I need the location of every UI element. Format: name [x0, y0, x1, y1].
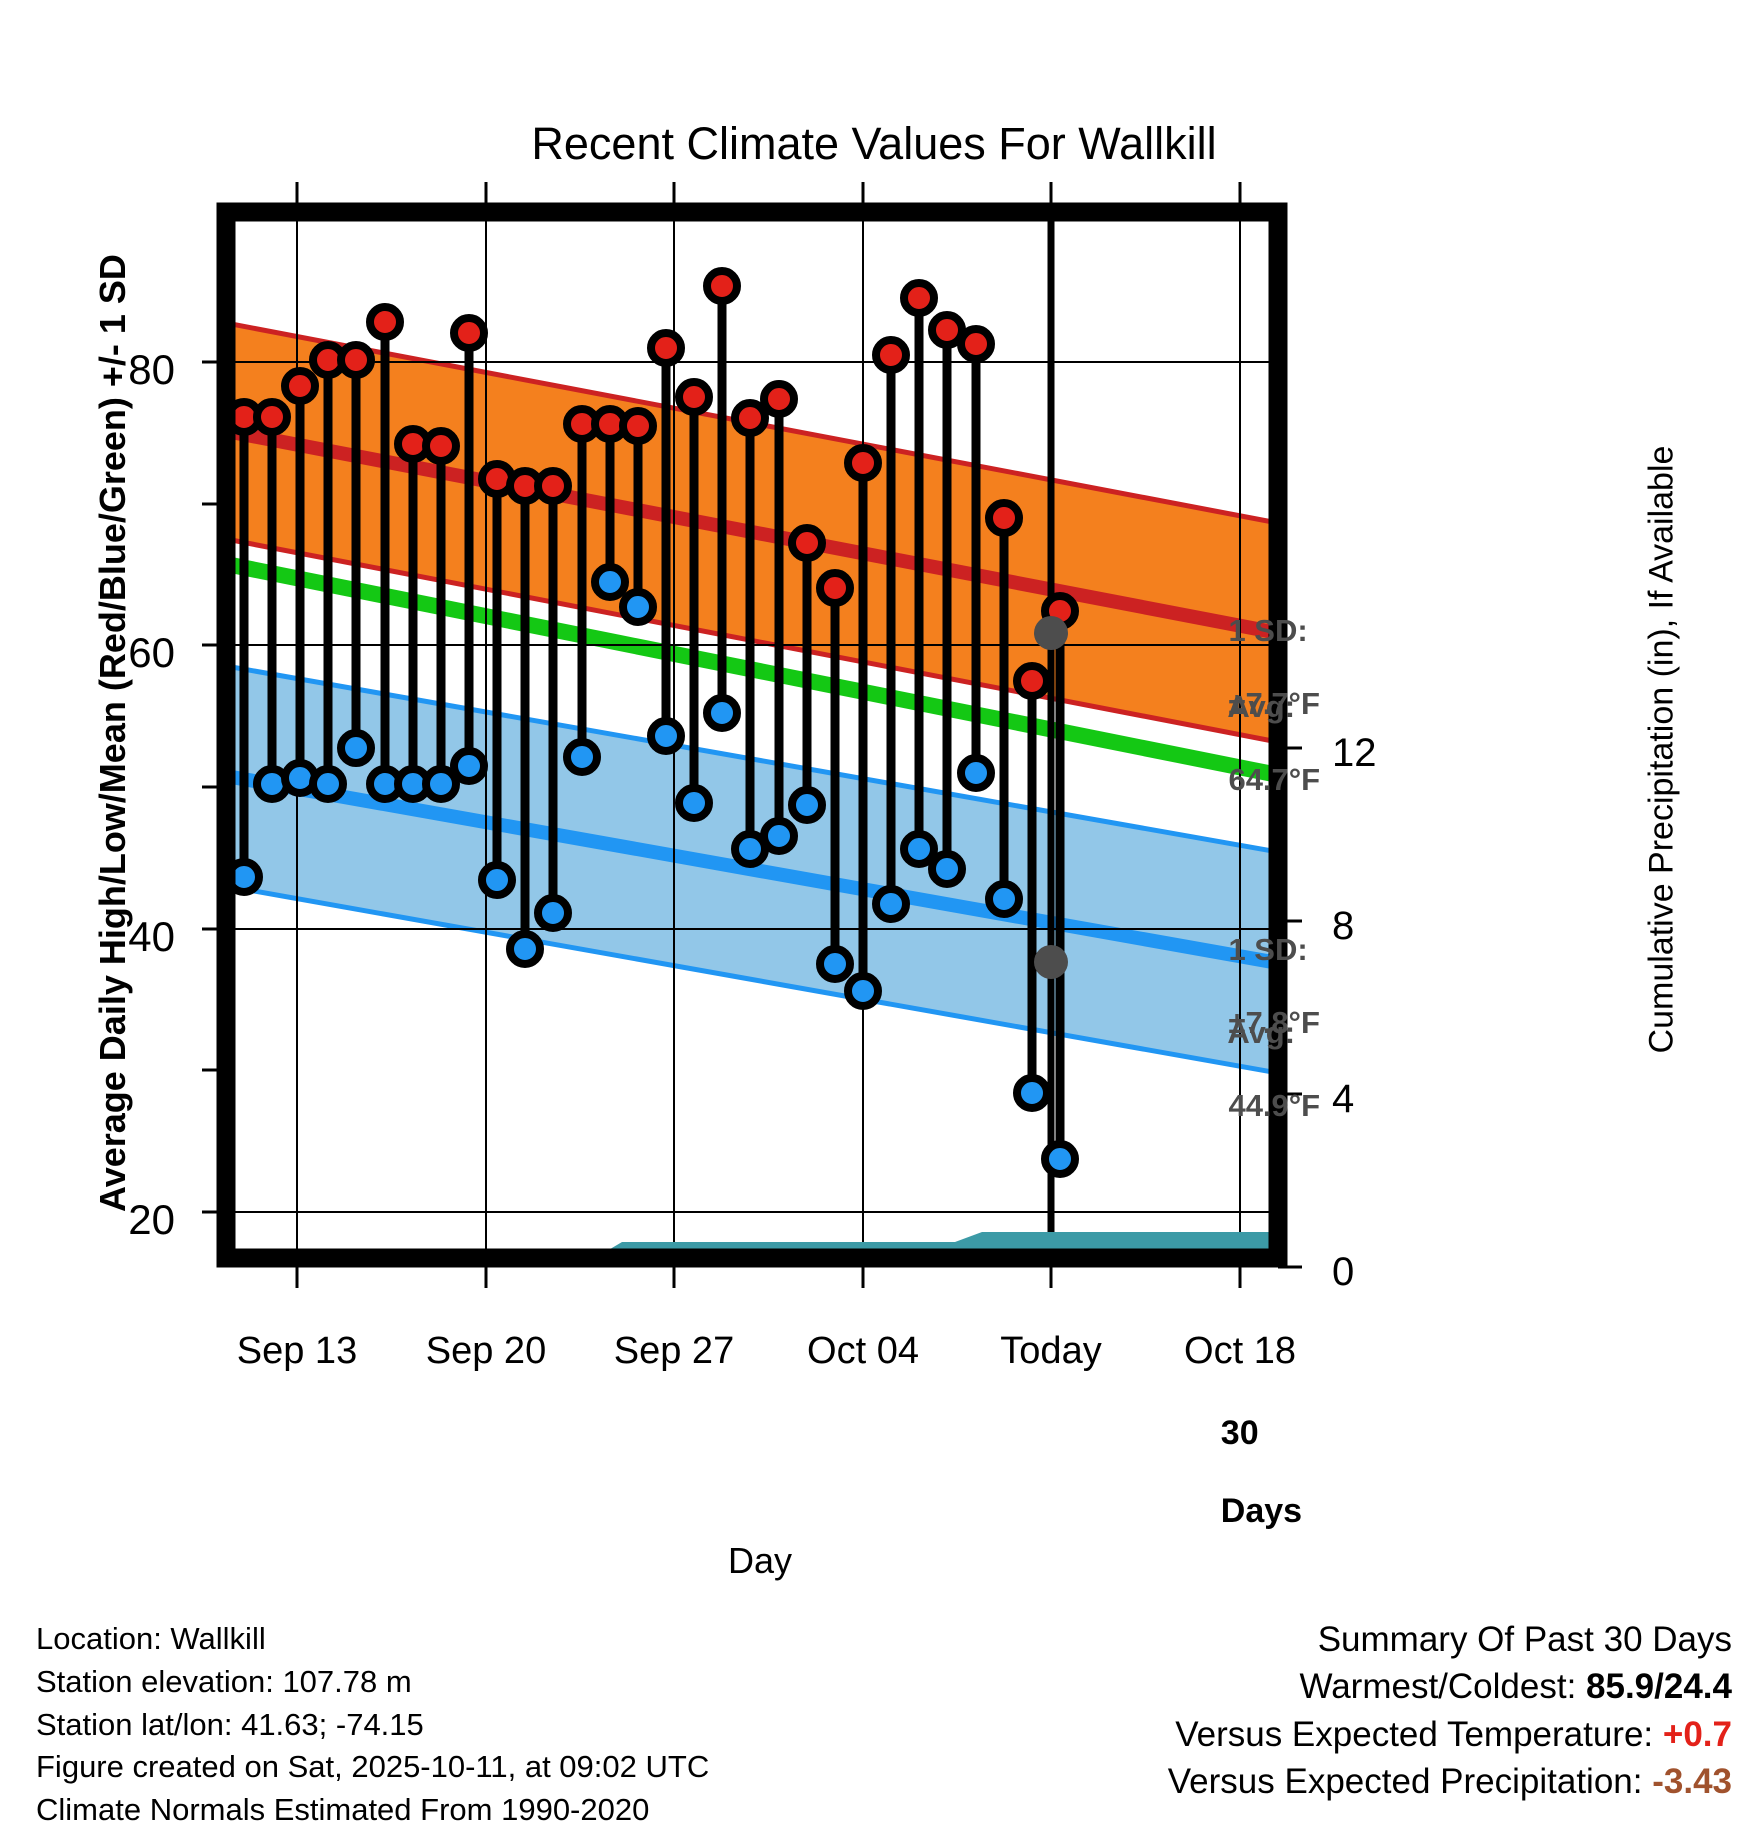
daily-high-markers: [226, 267, 1079, 700]
high-sd-value: ±7.7°F: [1228, 685, 1320, 721]
low-sd-value: ±7.8°F: [1228, 1004, 1320, 1040]
low-sd-label: 1 SD:: [1228, 931, 1308, 967]
summary-warmest-coldest-row: Warmest/Coldest: 85.9/24.4: [1168, 1663, 1732, 1710]
today-high-avg-dot: [1034, 616, 1068, 650]
summary-vs-precip-row: Versus Expected Precipitation: -3.43: [1168, 1758, 1732, 1805]
low-avg-annotation: Avg: 44.9°F: [1194, 978, 1320, 1161]
y2-tick-label-8: 8: [1332, 904, 1355, 948]
x-tick-label-oct-04: Oct 04: [807, 1330, 919, 1372]
daily-low-markers: [226, 563, 1079, 1178]
y-tick-label-20: 20: [128, 1196, 175, 1243]
low-mean-line: [226, 769, 1278, 970]
summary-heading: Summary Of Past 30 Days: [1317, 1620, 1732, 1659]
summary-vs-temp-row: Versus Expected Temperature: +0.7: [1168, 1711, 1732, 1758]
summary-vs-precip-value: -3.43: [1652, 1761, 1732, 1801]
high-avg-label: Avg:: [1227, 688, 1296, 724]
x-tick-label-today: Today: [1000, 1330, 1102, 1372]
x-tick-label-oct-18: Oct 18: [1184, 1330, 1296, 1372]
summary-vs-temp-label: Versus Expected Temperature:: [1175, 1714, 1654, 1754]
y-tick-label-60: 60: [128, 629, 175, 676]
thirty-days-line2: Days: [1220, 1492, 1303, 1531]
summary-vs-temp-value: +0.7: [1662, 1714, 1732, 1754]
x-tick-label-sep-20: Sep 20: [425, 1330, 547, 1372]
low-sd-annotation: 1 SD: ±7.8°F: [1194, 895, 1320, 1078]
x-tick-label-sep-27: Sep 27: [613, 1330, 735, 1372]
observation-stems: [239, 286, 1065, 1159]
plot-frame: [216, 202, 1288, 1268]
x-axis-title: Day: [727, 1540, 793, 1581]
y-tick-label-80: 80: [128, 346, 175, 393]
summary-warmest-coldest-label: Warmest/Coldest:: [1299, 1667, 1577, 1707]
low-avg-value: 44.9°F: [1228, 1087, 1321, 1123]
x-tick-label-sep-13: Sep 13: [236, 1330, 358, 1372]
summary-warmest-coldest-value: 85.9/24.4: [1586, 1667, 1732, 1707]
low-avg-label: Avg:: [1227, 1014, 1296, 1050]
thirty-days-line1: 30: [1220, 1414, 1259, 1453]
metadata-block: Location: Wallkill Station elevation: 10…: [36, 1618, 709, 1832]
metadata-normals: Climate Normals Estimated From 1990-2020: [36, 1792, 650, 1828]
high-avg-value: 64.7°F: [1228, 761, 1321, 797]
page-title: Recent Climate Values For Wallkill: [531, 118, 1217, 169]
axis-ticks: [202, 182, 1302, 1288]
high-sd-annotation: 1 SD: ±7.7°F: [1194, 576, 1320, 759]
plot-content: [226, 212, 1278, 1258]
y2-tick-label-12: 12: [1332, 731, 1377, 775]
high-sd-label: 1 SD:: [1228, 612, 1308, 648]
summary-block: Summary Of Past 30 Days Warmest/Coldest:…: [1168, 1616, 1732, 1805]
thirty-days-label: 30 Days: [1183, 1375, 1302, 1570]
metadata-created: Figure created on Sat, 2025-10-11, at 09…: [36, 1749, 710, 1785]
y2-tick-label-4: 4: [1332, 1077, 1355, 1121]
y-tick-label-40: 40: [128, 913, 175, 960]
metadata-latlon: Station lat/lon: 41.63; -74.15: [36, 1706, 424, 1742]
summary-vs-precip-label: Versus Expected Precipitation:: [1167, 1761, 1643, 1801]
today-low-avg-dot: [1034, 945, 1068, 979]
high-avg-annotation: Avg: 64.7°F: [1194, 652, 1320, 835]
low-minus-sd-line: [226, 883, 1278, 1076]
metadata-elevation: Station elevation: 107.78 m: [36, 1663, 412, 1699]
metadata-location: Location: Wallkill: [36, 1621, 266, 1656]
y2-tick-label-0: 0: [1332, 1250, 1355, 1294]
